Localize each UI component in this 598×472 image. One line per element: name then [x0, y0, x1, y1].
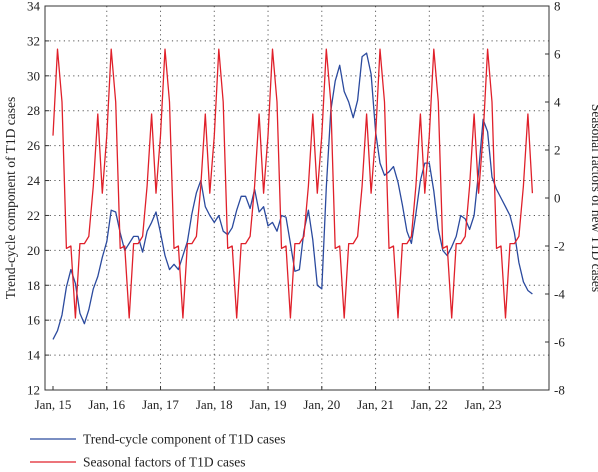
series-layer: [52, 48, 534, 340]
legend-label-seasonal: Seasonal factors of T1D cases: [83, 455, 245, 468]
series-line-trend: [52, 52, 533, 340]
left-tick-label: 14: [27, 348, 41, 363]
x-tick-label: Jan, 17: [142, 397, 179, 412]
legend: Trend-cycle component of T1D cases Seaso…: [30, 432, 285, 470]
x-tick-label: Jan, 15: [35, 397, 72, 412]
left-tick-label: 24: [27, 173, 41, 188]
left-tick-label: 18: [27, 278, 40, 293]
grid: [45, 6, 549, 390]
left-tick-label: 20: [27, 243, 40, 258]
x-tick-label: Jan, 20: [303, 397, 340, 412]
right-tick-label: -2: [554, 239, 565, 254]
right-tick-label: -6: [554, 335, 565, 350]
right-axis-title: Seasonal factors of new T1D cases: [589, 104, 598, 292]
ticks: 121416182022242628303234-8-6-4-202468Jan…: [27, 0, 565, 412]
x-tick-label: Jan, 23: [465, 397, 502, 412]
x-tick-label: Jan, 22: [411, 397, 448, 412]
left-tick-label: 16: [27, 313, 41, 328]
right-tick-label: 4: [554, 95, 561, 110]
right-tick-label: 0: [554, 191, 561, 206]
left-tick-label: 12: [27, 383, 40, 398]
left-tick-label: 22: [27, 208, 40, 223]
left-tick-label: 30: [27, 68, 40, 83]
left-tick-label: 28: [27, 103, 40, 118]
x-tick-label: Jan, 19: [250, 397, 287, 412]
x-tick-label: Jan, 18: [196, 397, 233, 412]
right-tick-label: 8: [554, 0, 561, 14]
left-axis-title: Trend-cycle component of T1D cases: [3, 97, 18, 299]
legend-label-trend: Trend-cycle component of T1D cases: [83, 432, 285, 447]
series-line-seasonal: [52, 48, 534, 319]
plot-frame: [44, 5, 550, 391]
right-tick-label: 6: [554, 47, 561, 62]
x-tick-label: Jan, 21: [357, 397, 394, 412]
left-tick-label: 26: [27, 138, 41, 153]
right-tick-label: -8: [554, 383, 565, 398]
x-tick-label: Jan, 16: [88, 397, 125, 412]
right-tick-label: 2: [554, 143, 561, 158]
left-tick-label: 32: [27, 33, 40, 48]
right-tick-label: -4: [554, 287, 565, 302]
left-tick-label: 34: [27, 0, 41, 14]
